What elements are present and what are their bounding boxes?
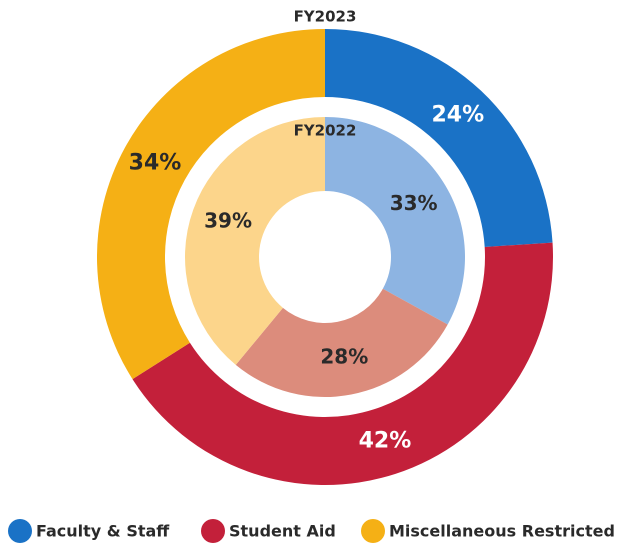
donut-segment (132, 242, 554, 486)
legend-label: Student Aid (229, 522, 336, 541)
donut-segment (325, 29, 553, 247)
legend-swatch (361, 519, 385, 543)
data-label: 34% (129, 151, 182, 176)
data-label: 39% (204, 209, 252, 233)
donut-segment (325, 117, 466, 325)
data-label: 33% (390, 191, 438, 215)
legend-swatch (201, 519, 225, 543)
data-label: 28% (320, 345, 368, 369)
data-label: 42% (359, 429, 412, 454)
donut-segment (97, 29, 325, 380)
ring-title: FY2022 (294, 122, 357, 140)
donut-segment (235, 288, 448, 398)
data-label: 24% (431, 103, 484, 128)
legend-label: Miscellaneous Restricted (389, 522, 615, 541)
legend-label: Faculty & Staff (36, 522, 170, 541)
legend-swatch (8, 519, 32, 543)
ring-title: FY2023 (294, 8, 357, 26)
donut-segment (184, 117, 325, 365)
